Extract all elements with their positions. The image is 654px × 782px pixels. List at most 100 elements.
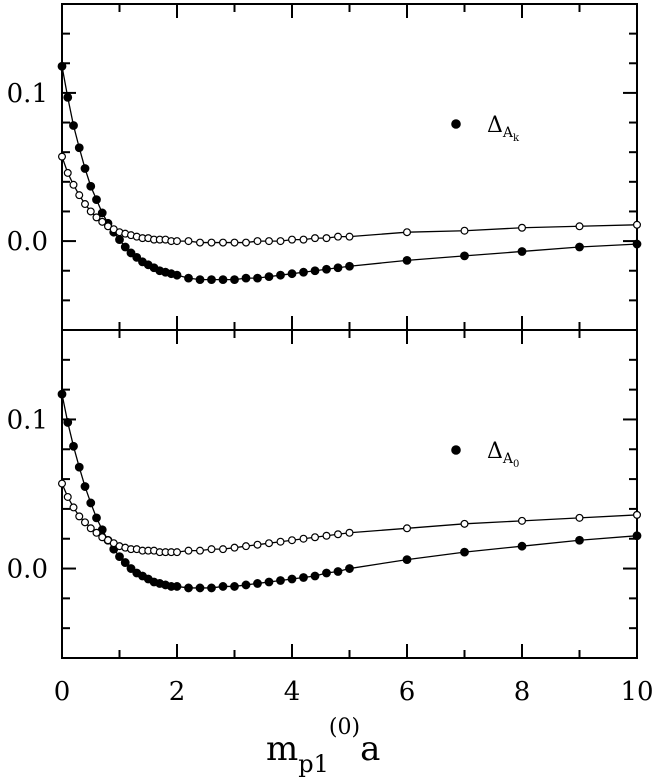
data-point-filled — [276, 576, 285, 585]
data-point-filled — [207, 583, 216, 593]
data-point-open — [265, 539, 274, 548]
data-point-filled — [126, 564, 136, 573]
data-point-filled — [126, 248, 136, 258]
panel-frame — [61, 329, 638, 659]
data-point-filled — [402, 555, 412, 564]
data-point-filled — [287, 574, 297, 584]
data-point-filled — [195, 583, 205, 593]
legend-symbol: Δ — [487, 439, 503, 464]
data-point-filled — [63, 418, 73, 427]
legend-marker — [451, 119, 461, 129]
data-point-open — [334, 530, 343, 539]
data-point-open — [299, 235, 308, 244]
data-point-open — [265, 237, 274, 246]
data-point-filled — [230, 275, 239, 285]
x-axis-title-sup: (0) — [329, 715, 360, 740]
data-point-filled — [184, 273, 193, 283]
data-point-open — [345, 232, 354, 241]
data-point-filled — [132, 252, 142, 262]
data-point-open — [184, 546, 193, 555]
data-point-filled — [92, 195, 101, 205]
data-point-filled — [575, 242, 584, 252]
data-point-filled — [333, 567, 343, 576]
data-point-open — [322, 234, 331, 243]
x-tick-label: 6 — [399, 677, 416, 707]
data-point-open — [230, 543, 239, 552]
data-point-open — [517, 516, 526, 525]
data-point-open — [80, 518, 89, 527]
series-line-filled — [61, 393, 638, 589]
data-point-filled — [86, 498, 96, 508]
data-point-filled — [345, 261, 354, 271]
data-point-filled — [74, 143, 84, 153]
data-point-open — [173, 237, 182, 246]
data-point-open — [575, 513, 584, 522]
data-point-open — [63, 168, 72, 177]
data-point-filled — [184, 583, 193, 593]
data-point-open — [98, 217, 107, 226]
data-point-open — [299, 534, 308, 543]
data-point-open — [92, 213, 101, 222]
x-axis-title-main: m — [266, 729, 298, 769]
legend-sub: A — [502, 451, 514, 467]
data-point-filled — [253, 579, 262, 588]
data-point-open — [57, 152, 66, 161]
data-point-filled — [241, 273, 251, 283]
y-tick-label: 0.1 — [7, 405, 48, 435]
legend: ΔAk — [451, 113, 520, 144]
data-point-open — [75, 512, 84, 521]
data-point-filled — [74, 462, 84, 472]
data-point-filled — [402, 255, 412, 265]
data-point-open — [345, 528, 354, 537]
data-point-open — [92, 528, 101, 537]
data-point-open — [322, 531, 331, 540]
legend-subsub: 0 — [513, 459, 519, 470]
data-point-filled — [345, 564, 354, 573]
data-point-filled — [172, 582, 182, 591]
data-point-open — [69, 180, 78, 189]
legend: ΔA0 — [451, 439, 519, 470]
data-point-filled — [115, 235, 124, 245]
data-point-filled — [322, 568, 331, 578]
data-point-open — [632, 510, 641, 519]
legend-label: ΔA0 — [487, 439, 519, 470]
data-point-filled — [460, 547, 469, 557]
data-point-filled — [253, 273, 262, 283]
legend-sub: A — [502, 125, 514, 141]
x-tick-label: 10 — [620, 677, 653, 707]
panel-top: 0.0 0.1 ΔAk — [7, 3, 642, 331]
data-point-filled — [460, 251, 469, 261]
legend-symbol: Δ — [487, 113, 503, 138]
y-tick-label: 0.0 — [7, 227, 48, 257]
data-point-filled — [241, 580, 251, 590]
x-tick-label: 0 — [54, 677, 71, 707]
data-point-open — [253, 237, 262, 246]
x-axis-title-tail: a — [360, 729, 380, 769]
series-line-open — [61, 483, 638, 553]
data-point-filled — [264, 272, 274, 282]
data-point-filled — [69, 121, 78, 130]
data-point-open — [219, 545, 228, 554]
x-tick-labels: 0 2 4 6 8 10 — [54, 677, 654, 707]
data-point-open — [632, 220, 641, 229]
series-line-filled — [61, 66, 638, 281]
data-point-open — [86, 524, 95, 533]
data-point-open — [288, 536, 297, 545]
y-tick-label: 0.0 — [7, 555, 48, 585]
data-point-open — [230, 238, 239, 247]
data-point-filled — [230, 582, 239, 591]
data-point-open — [517, 223, 526, 232]
data-point-filled — [276, 270, 285, 280]
data-point-filled — [218, 582, 228, 591]
data-point-open — [80, 200, 89, 209]
data-point-open — [288, 235, 297, 244]
legend-label: ΔAk — [487, 113, 520, 144]
x-axis-title-sub: p1 — [298, 750, 329, 778]
y-tick-label: 0.1 — [7, 79, 48, 109]
data-point-filled — [632, 531, 642, 541]
data-point-open — [311, 533, 320, 542]
data-point-filled — [299, 267, 308, 277]
data-point-filled — [310, 571, 320, 581]
